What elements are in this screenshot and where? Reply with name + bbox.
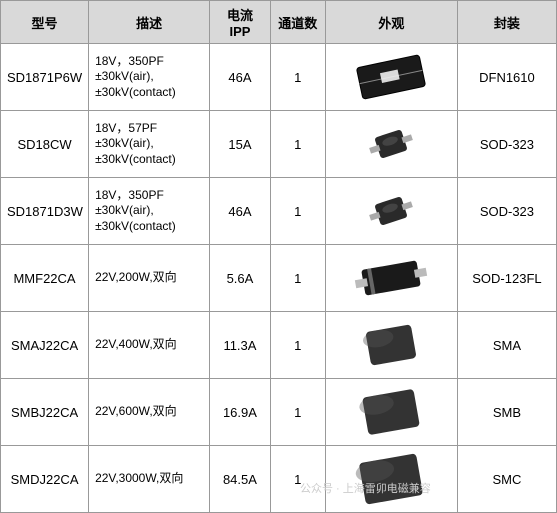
table-row: MMF22CA22V,200W,双向5.6A1 SOD-123FL: [1, 245, 557, 312]
cell-appearance: [325, 245, 457, 312]
cell-current: 5.6A: [210, 245, 271, 312]
cell-current: 46A: [210, 44, 271, 111]
cell-desc: 22V,600W,双向: [89, 379, 210, 446]
cell-model: SMAJ22CA: [1, 312, 89, 379]
table-row: SD18CW18V，57PF ±30kV(air), ±30kV(contact…: [1, 111, 557, 178]
cell-desc: 22V,400W,双向: [89, 312, 210, 379]
cell-appearance: [325, 379, 457, 446]
col-current: 电流 IPP: [210, 1, 271, 44]
table-row: SD1871D3W18V，350PF ±30kV(air), ±30kV(con…: [1, 178, 557, 245]
cell-model: SMDJ22CA: [1, 446, 89, 513]
cell-desc: 22V,200W,双向: [89, 245, 210, 312]
cell-appearance: [325, 312, 457, 379]
col-appearance: 外观: [325, 1, 457, 44]
col-channels: 通道数: [270, 1, 325, 44]
package-image: [328, 382, 455, 442]
cell-desc: 18V，350PF ±30kV(air), ±30kV(contact): [89, 178, 210, 245]
table-row: SMDJ22CA22V,3000W,双向84.5A1 SMC: [1, 446, 557, 513]
package-image: [328, 449, 455, 509]
cell-package: SOD-123FL: [457, 245, 556, 312]
cell-model: MMF22CA: [1, 245, 89, 312]
col-package: 封装: [457, 1, 556, 44]
cell-package: SMC: [457, 446, 556, 513]
cell-package: SOD-323: [457, 111, 556, 178]
cell-channels: 1: [270, 178, 325, 245]
cell-channels: 1: [270, 446, 325, 513]
cell-channels: 1: [270, 44, 325, 111]
cell-desc: 22V,3000W,双向: [89, 446, 210, 513]
cell-channels: 1: [270, 245, 325, 312]
package-image: [328, 114, 455, 174]
table-row: SMBJ22CA22V,600W,双向16.9A1 SMB: [1, 379, 557, 446]
cell-current: 11.3A: [210, 312, 271, 379]
component-table: 型号 描述 电流 IPP 通道数 外观 封装 SD1871P6W18V，350P…: [0, 0, 557, 513]
cell-model: SD1871D3W: [1, 178, 89, 245]
cell-appearance: [325, 111, 457, 178]
package-image: [328, 47, 455, 107]
cell-channels: 1: [270, 312, 325, 379]
cell-current: 15A: [210, 111, 271, 178]
cell-current: 84.5A: [210, 446, 271, 513]
cell-package: SMA: [457, 312, 556, 379]
cell-current: 16.9A: [210, 379, 271, 446]
cell-model: SD18CW: [1, 111, 89, 178]
cell-channels: 1: [270, 379, 325, 446]
col-desc: 描述: [89, 1, 210, 44]
package-image: [328, 181, 455, 241]
table-row: SMAJ22CA22V,400W,双向11.3A1 SMA: [1, 312, 557, 379]
cell-package: DFN1610: [457, 44, 556, 111]
cell-model: SD1871P6W: [1, 44, 89, 111]
cell-desc: 18V，350PF ±30kV(air), ±30kV(contact): [89, 44, 210, 111]
col-model: 型号: [1, 1, 89, 44]
cell-desc: 18V，57PF ±30kV(air), ±30kV(contact): [89, 111, 210, 178]
cell-package: SOD-323: [457, 178, 556, 245]
cell-model: SMBJ22CA: [1, 379, 89, 446]
package-image: [328, 248, 455, 308]
cell-appearance: [325, 44, 457, 111]
cell-package: SMB: [457, 379, 556, 446]
package-image: [328, 315, 455, 375]
cell-channels: 1: [270, 111, 325, 178]
header-row: 型号 描述 电流 IPP 通道数 外观 封装: [1, 1, 557, 44]
cell-current: 46A: [210, 178, 271, 245]
table-row: SD1871P6W18V，350PF ±30kV(air), ±30kV(con…: [1, 44, 557, 111]
cell-appearance: [325, 446, 457, 513]
cell-appearance: [325, 178, 457, 245]
